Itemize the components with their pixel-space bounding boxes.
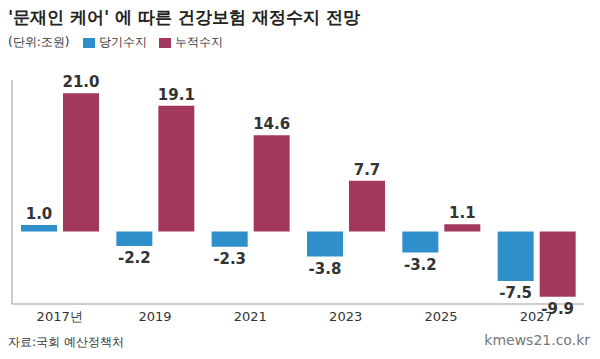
svg-text:2017년: 2017년: [37, 309, 83, 324]
svg-text:2023: 2023: [329, 309, 362, 324]
html-text:'문재인 케어' 에 따른 건강보험 재정수지 전망: '문재인 케어' 에 따른 건강보험 재정수지 전망: [8, 7, 360, 27]
svg-text:2025: 2025: [424, 309, 457, 324]
svg-text:2027: 2027: [519, 309, 553, 325]
svg-text:-9.9: -9.9: [541, 300, 574, 318]
svg-text:7.7: 7.7: [354, 161, 381, 179]
svg-text:2021: 2021: [234, 309, 267, 324]
svg-text:-2.3: -2.3: [213, 250, 246, 268]
svg-text:-7.5: -7.5: [499, 284, 532, 302]
svg-text:19.1: 19.1: [158, 86, 195, 104]
svg-text:1.0: 1.0: [26, 205, 53, 223]
html-text:당기수지: 당기수지: [99, 35, 148, 49]
svg-text:-3.2: -3.2: [404, 256, 437, 274]
svg-text:1.1: 1.1: [449, 204, 476, 222]
svg-text:21.0: 21.0: [62, 73, 99, 91]
svg-text:14.6: 14.6: [253, 115, 290, 133]
html-text:자료:국회 예산정책처: 자료:국회 예산정책처: [8, 335, 124, 349]
svg-text:-2.2: -2.2: [118, 249, 151, 267]
svg-text:2019: 2019: [138, 309, 171, 324]
html-text:(단위:조원): (단위:조원): [8, 35, 70, 49]
svg-text:-3.8: -3.8: [309, 260, 342, 278]
html-text:누적수지: 누적수지: [175, 35, 224, 49]
html-text:kmews21.co.kr: kmews21.co.kr: [484, 332, 590, 348]
